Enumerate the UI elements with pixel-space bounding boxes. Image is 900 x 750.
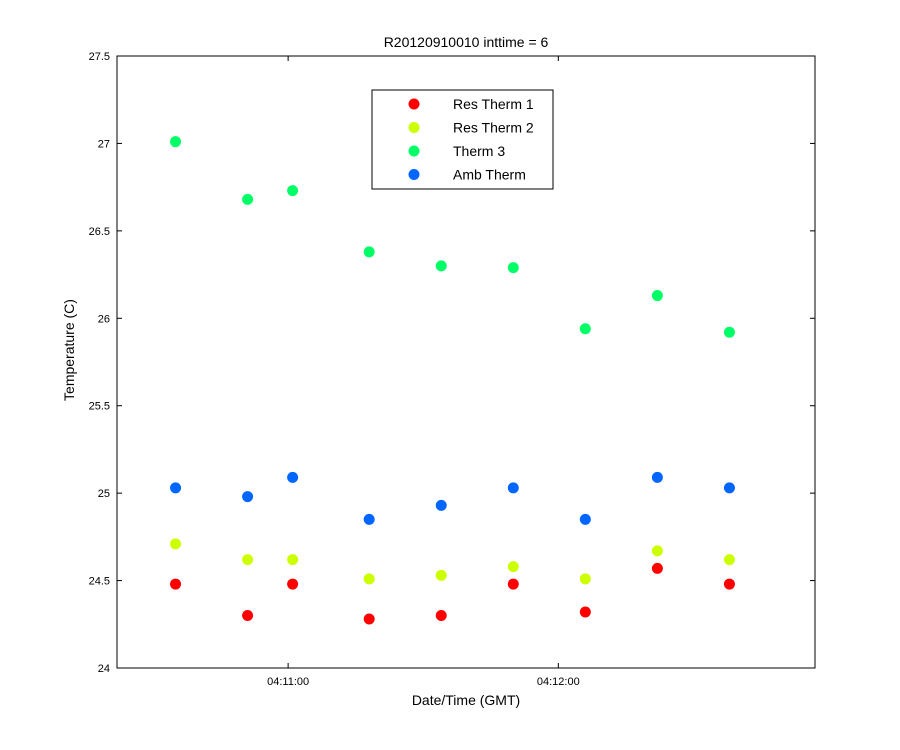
- y-tick-label: 26.5: [89, 226, 110, 238]
- data-points: [170, 136, 735, 625]
- data-point-res-therm-1: [723, 578, 735, 590]
- legend-marker: [408, 98, 420, 110]
- data-point-res-therm-1: [507, 578, 519, 590]
- data-point-res-therm-1: [242, 610, 254, 622]
- data-point-res-therm-1: [435, 610, 447, 622]
- data-point-res-therm-2: [287, 554, 299, 566]
- data-point-amb-therm: [435, 499, 447, 511]
- data-point-amb-therm: [723, 482, 735, 494]
- data-point-res-therm-1: [170, 578, 182, 590]
- legend-marker: [408, 122, 420, 133]
- data-point-amb-therm: [579, 513, 591, 525]
- data-point-amb-therm: [363, 513, 375, 525]
- x-tick-label: 04:11:00: [267, 676, 309, 688]
- data-point-amb-therm: [651, 471, 663, 483]
- data-point-res-therm-1: [363, 613, 375, 625]
- data-point-res-therm-2: [507, 561, 519, 573]
- data-point-res-therm-1: [287, 578, 299, 590]
- data-point-therm-3: [170, 136, 182, 148]
- x-axis-label: Date/Time (GMT): [412, 692, 520, 708]
- data-point-therm-3: [287, 185, 299, 197]
- y-tick-label: 27.5: [89, 51, 110, 63]
- data-point-therm-3: [242, 193, 254, 205]
- legend-box: [371, 89, 554, 190]
- data-point-res-therm-2: [651, 545, 663, 557]
- y-tick-label: 25: [98, 488, 110, 500]
- legend-label: Amb Therm: [453, 167, 526, 183]
- legend-label: Therm 3: [453, 143, 505, 159]
- legend-marker: [408, 169, 420, 180]
- data-point-amb-therm: [287, 471, 299, 483]
- y-tick-label: 27: [98, 138, 110, 150]
- data-point-res-therm-2: [363, 573, 375, 585]
- data-point-res-therm-2: [435, 569, 447, 581]
- data-point-res-therm-2: [170, 538, 182, 550]
- data-point-res-therm-2: [579, 573, 591, 585]
- y-tick-label: 24.5: [89, 576, 110, 588]
- data-point-amb-therm: [507, 482, 519, 494]
- y-tick-label: 24: [98, 663, 110, 675]
- data-point-res-therm-1: [651, 562, 663, 574]
- legend: Res Therm 1 Res Therm 2 Therm 3 Amb Therm: [371, 89, 554, 190]
- data-point-therm-3: [507, 262, 519, 274]
- x-tick-label: 04:12:00: [537, 676, 580, 688]
- data-point-amb-therm: [170, 482, 182, 494]
- y-tick-label: 25.5: [89, 401, 110, 413]
- data-point-therm-3: [651, 290, 663, 302]
- data-point-therm-3: [579, 323, 591, 335]
- y-axis-label: Temperature (C): [61, 299, 77, 401]
- data-point-res-therm-2: [723, 554, 735, 566]
- data-point-amb-therm: [242, 491, 254, 503]
- data-point-therm-3: [723, 326, 735, 338]
- legend-label: Res Therm 2: [453, 120, 534, 136]
- data-point-res-therm-1: [579, 606, 591, 618]
- chart-title: R20120910010 inttime = 6: [384, 34, 549, 50]
- y-tick-label: 26: [98, 313, 110, 325]
- x-axis: 04:11:00 04:12:00: [267, 56, 580, 688]
- legend-marker: [408, 145, 420, 157]
- legend-label: Res Therm 1: [453, 96, 534, 112]
- data-point-therm-3: [435, 260, 447, 272]
- data-point-res-therm-2: [242, 554, 254, 566]
- data-point-therm-3: [363, 246, 375, 258]
- y-axis: 24 24.5 25 25.5 26 26.5 27 27.5: [89, 51, 815, 675]
